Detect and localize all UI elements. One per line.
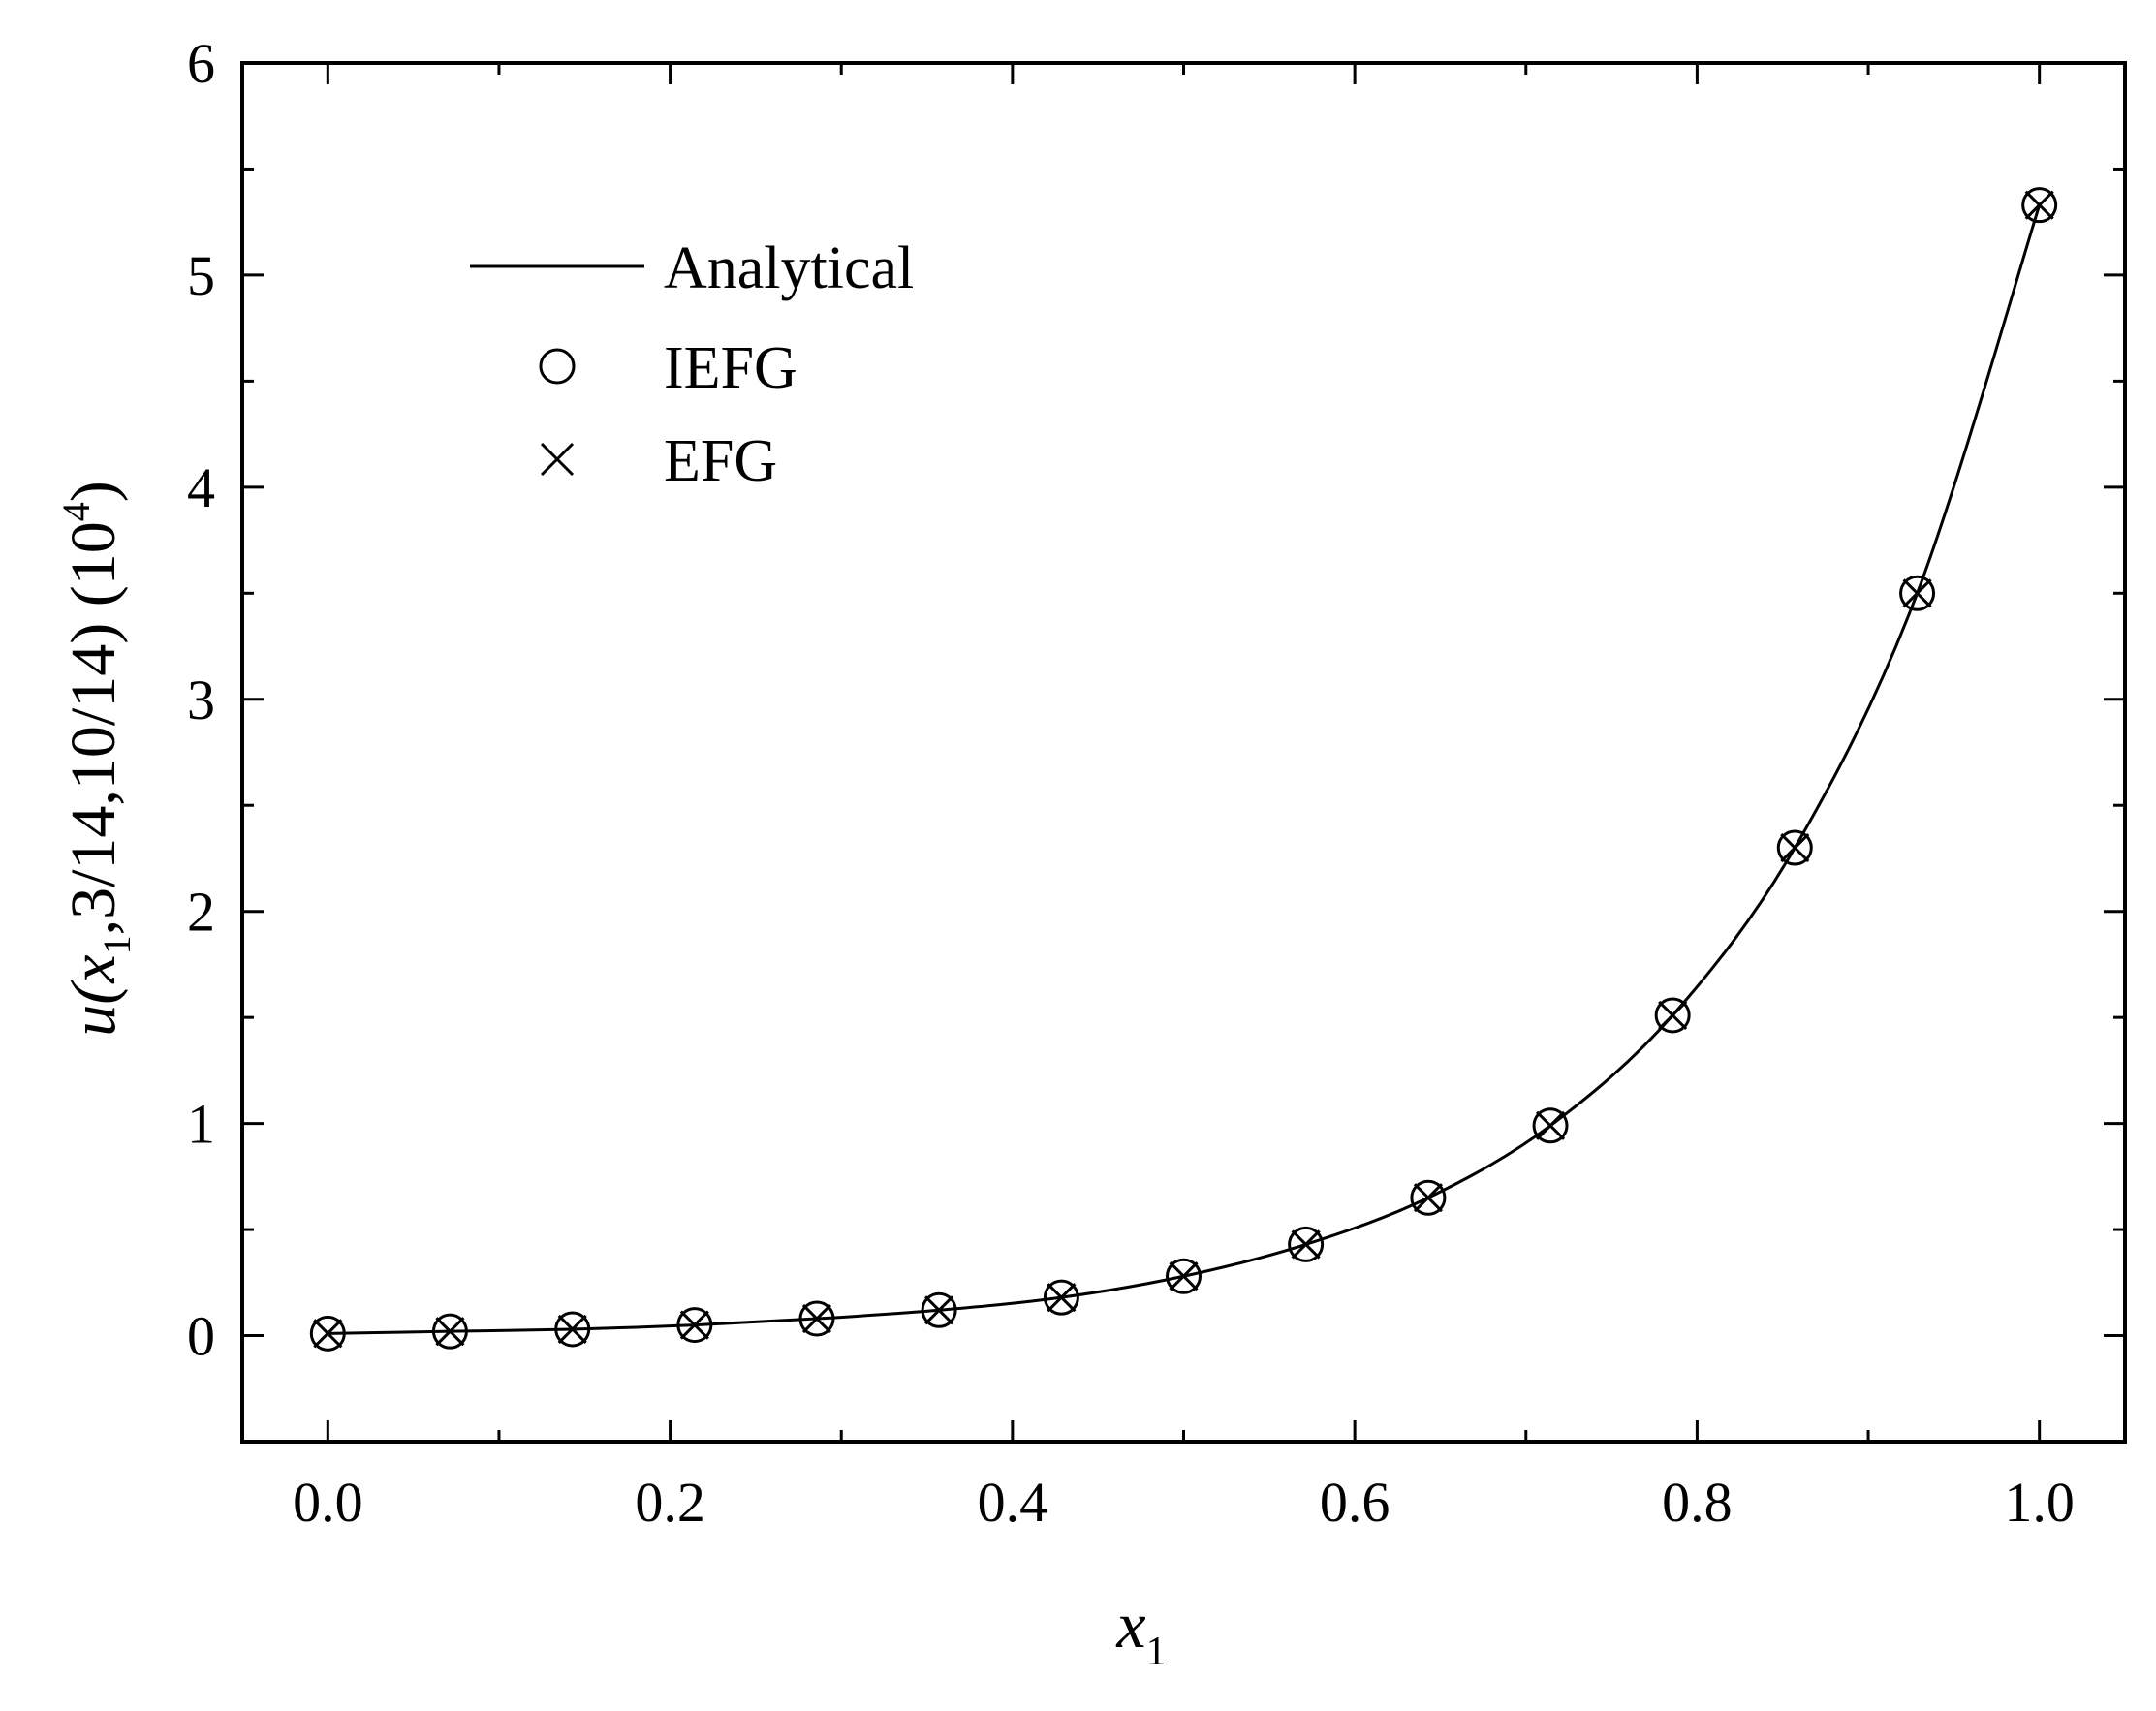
iefg-point [1166,1258,1202,1294]
y-tick-label: 2 [187,881,215,944]
efg-point-stroke [313,1319,343,1349]
legend-label-iefg: IEFG [664,335,797,401]
y-axis-title-sub: 1 [95,935,139,954]
y-tick-label: 3 [187,669,215,731]
efg-point-stroke [1413,1183,1443,1213]
iefg-point [1532,1107,1569,1144]
marker-layer [309,187,2058,1352]
y-tick-label: 1 [187,1093,215,1156]
iefg-point [309,1315,346,1352]
efg-point [1658,1000,1688,1031]
iefg-point [1654,997,1691,1034]
efg-point [801,1303,832,1334]
legend: Analytical IEFG EFG [470,235,914,494]
iefg-point [1899,575,1936,611]
iefg-point [798,1300,835,1337]
iefg-point [676,1307,713,1344]
y-tick-label: 4 [187,456,215,519]
iefg-point [2021,187,2058,224]
efg-point [679,1310,709,1340]
y-axis-title-prefix: u(x [58,954,129,1036]
x-tick-label: 0.2 [635,1471,705,1534]
iefg-point [1043,1279,1079,1316]
efg-point [1780,832,1810,863]
analytical-curve [328,204,2042,1335]
iefg-point [1288,1226,1325,1262]
y-axis-title: u(x1,3/14,10/14) (104) [54,481,139,1036]
iefg-point [431,1313,468,1350]
efg-point-stroke [1902,578,1932,608]
efg-point [2024,190,2054,220]
efg-point [1291,1229,1321,1260]
efg-point [1902,578,1932,608]
curve-layer [328,204,2042,1335]
efg-point-stroke [1780,832,1810,863]
efg-point-stroke [1658,1000,1688,1031]
x-axis-title-sub: 1 [1146,1630,1167,1674]
legend-label-efg: EFG [664,428,777,494]
y-axis-title-suffix: ,3/14,10/14) (10 [58,521,129,935]
efg-point [313,1319,343,1349]
tick-layer: 0.0 0.2 0.4 0.6 0.8 1.0 0 1 2 3 4 5 6 [187,32,2125,1534]
efg-point-stroke [1169,1261,1199,1291]
y-axis-title-sup: 4 [54,502,98,521]
y-tick-label: 0 [187,1305,215,1368]
legend-marker-efg [540,442,575,477]
x-axis-title: x1 [1115,1588,1166,1674]
efg-point [1535,1110,1566,1140]
x-axis-title-main: x [1115,1588,1145,1662]
efg-point [1169,1261,1199,1291]
legend-label-analytical: Analytical [664,235,914,301]
efg-point [1047,1283,1077,1313]
plot-frame [240,61,2127,1444]
efg-point-stroke [801,1303,832,1334]
iefg-point [1776,829,1813,866]
x-tick-label: 0.0 [293,1471,363,1534]
efg-point-stroke [924,1295,954,1325]
x-tick-label: 1.0 [2004,1471,2075,1534]
y-axis-title-close: ) [58,481,129,502]
efg-point-stroke [679,1310,709,1340]
legend-marker-iefg [539,348,576,385]
y-tick-label: 5 [187,244,215,307]
iefg-point [1410,1179,1447,1216]
efg-point-stroke [435,1317,465,1347]
x-tick-label: 0.4 [978,1471,1048,1534]
iefg-point [921,1291,957,1328]
x-tick-label: 0.8 [1662,1471,1733,1534]
efg-point-stroke [557,1314,587,1345]
efg-point-stroke [1535,1110,1566,1140]
y-tick-label: 6 [187,32,215,95]
efg-point-stroke [1047,1283,1077,1313]
efg-point [557,1314,587,1345]
efg-point [924,1295,954,1325]
efg-point-stroke [2024,190,2054,220]
efg-point [435,1317,465,1347]
x-tick-label: 0.6 [1320,1471,1390,1534]
efg-point [1413,1183,1443,1213]
iefg-point [554,1311,591,1348]
efg-point-stroke [1291,1229,1321,1260]
